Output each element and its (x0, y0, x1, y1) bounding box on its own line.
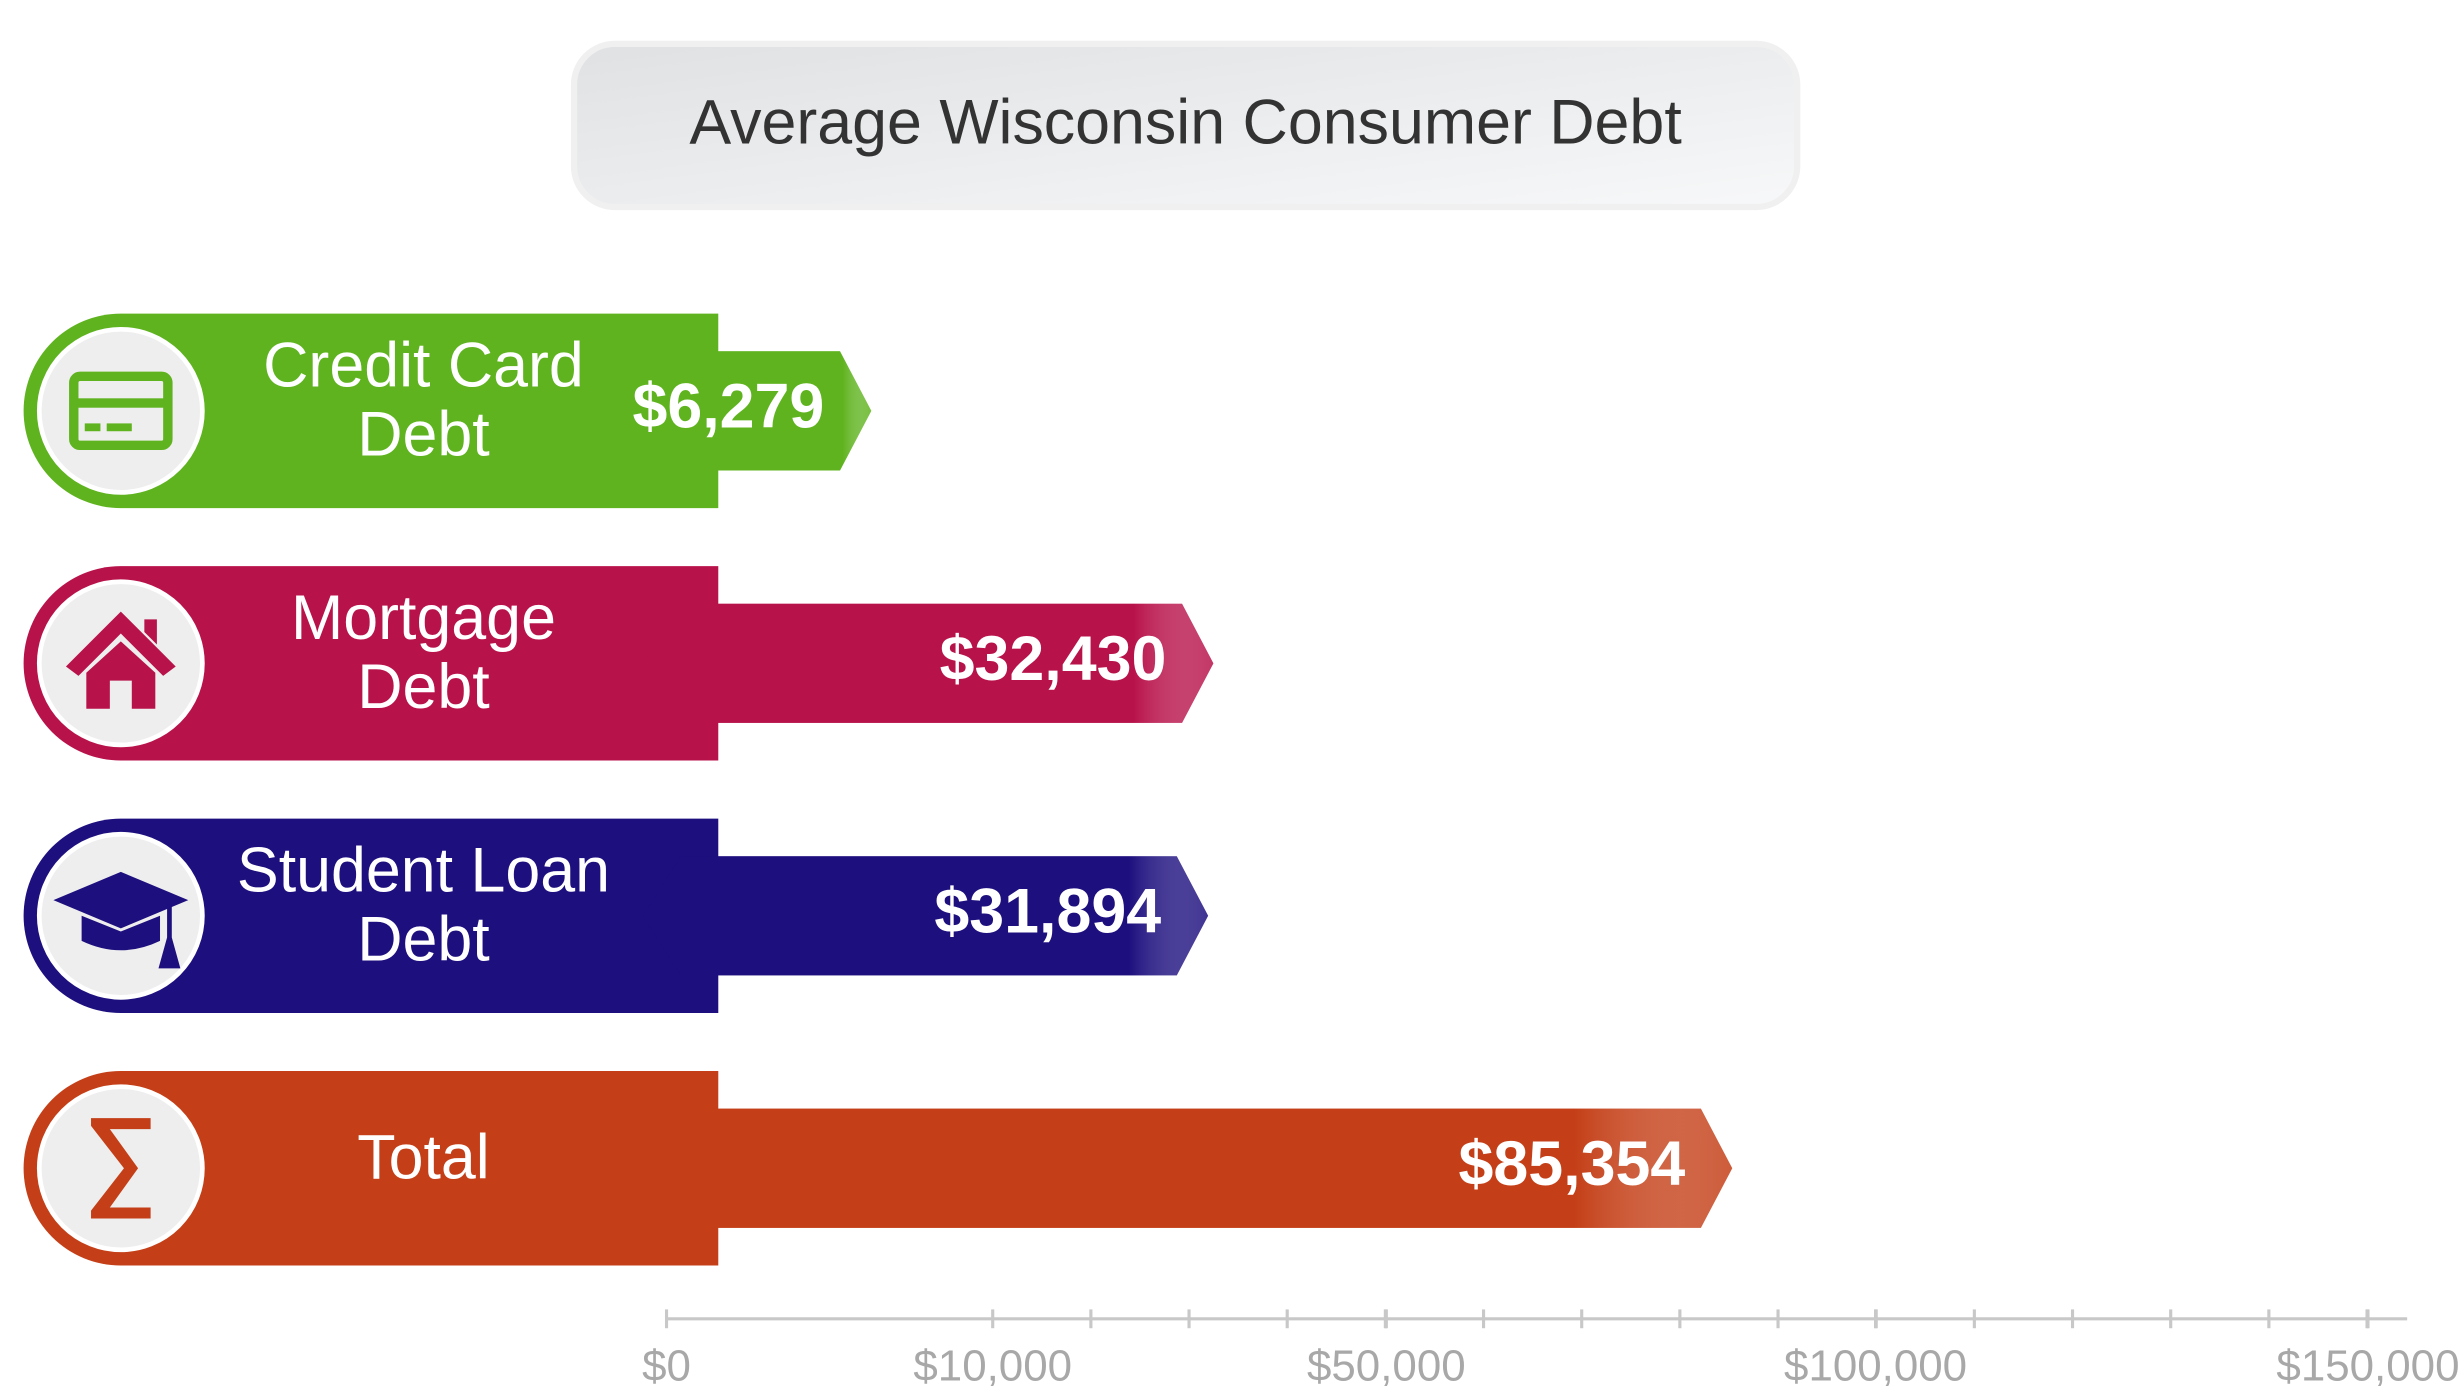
icon (73, 398, 168, 408)
category-label: Credit Card (263, 331, 584, 401)
icon (53, 871, 189, 929)
label-box (23, 313, 719, 509)
category-label: Debt (357, 652, 489, 722)
category-label: Mortgage (291, 583, 556, 653)
bar-shine (680, 603, 1214, 723)
value-label: $85,354 (1458, 1129, 1685, 1199)
icon-circle (36, 1084, 205, 1253)
bar-shine (680, 856, 1209, 976)
icon-circle (36, 326, 205, 495)
row: Total $85,354 (23, 1071, 1733, 1266)
icon (65, 611, 176, 709)
category-label: Total (357, 1123, 489, 1193)
value-label: $6,279 (632, 371, 824, 441)
label-box (23, 1071, 719, 1266)
value-label: $31,894 (934, 876, 1161, 946)
title-box (570, 40, 1801, 211)
bar-shine (680, 1108, 1733, 1228)
x-tick-label: $0 (642, 1342, 691, 1391)
label-box (23, 566, 719, 761)
category-label: Debt (357, 400, 489, 470)
icon (84, 423, 101, 432)
x-tick-label: $10,000 (913, 1342, 1072, 1391)
bar-shine (680, 351, 872, 471)
chart-title: Average Wisconsin Consumer Debt (689, 88, 1681, 158)
x-tick-label: $150,000 (2276, 1342, 2459, 1391)
icon (106, 423, 132, 432)
x-tick-label: $50,000 (1307, 1342, 1466, 1391)
category-label: Debt (357, 905, 489, 975)
icon (91, 1118, 151, 1219)
value-label: $32,430 (940, 624, 1167, 694)
x-tick-label: $100,000 (1784, 1342, 1967, 1391)
icon (158, 904, 181, 969)
label-box (23, 818, 719, 1014)
category-label: Student Loan (237, 836, 610, 906)
icon (81, 915, 161, 951)
icon (69, 371, 173, 451)
